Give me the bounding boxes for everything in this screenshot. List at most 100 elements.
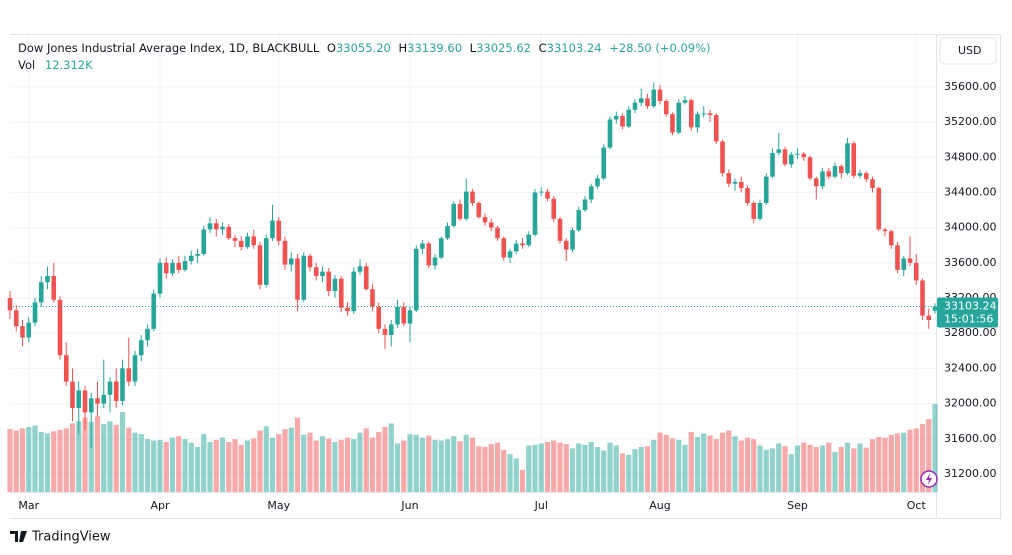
- candle-body: [445, 225, 450, 239]
- candle-body: [545, 191, 550, 199]
- volume-bar: [463, 434, 469, 492]
- volume-bar: [307, 432, 313, 492]
- candle-body: [451, 203, 457, 226]
- volume-bar: [607, 442, 613, 492]
- volume-bar: [101, 424, 107, 492]
- candle-body: [695, 114, 700, 128]
- candle-body: [613, 115, 619, 120]
- candle-body: [651, 89, 657, 107]
- candle-body: [657, 89, 663, 101]
- volume-bar: [119, 411, 126, 492]
- y-tick-label: 31200.00: [944, 467, 997, 480]
- candles: [7, 82, 938, 448]
- candle-body: [357, 266, 363, 272]
- candle-body: [563, 240, 569, 250]
- candle-body: [326, 271, 332, 291]
- candle-body: [132, 355, 138, 382]
- candle-body: [726, 173, 732, 184]
- last-price-label: 33103.24: [944, 300, 997, 313]
- volume-bar: [76, 421, 82, 492]
- candle-body: [270, 220, 275, 239]
- volume-bar: [901, 432, 907, 492]
- volume-bar: [251, 438, 257, 492]
- volume-bar: [32, 425, 38, 492]
- alert-icon-bolt: [926, 473, 932, 485]
- currency-button[interactable]: [939, 37, 997, 65]
- volume-bar: [407, 434, 413, 492]
- candle-body: [738, 181, 744, 189]
- volume-bar: [226, 441, 232, 492]
- brand-name: TradingView: [31, 530, 111, 545]
- volume-bar: [138, 434, 144, 492]
- volume-bar: [288, 427, 294, 492]
- currency-label[interactable]: USD: [958, 44, 982, 57]
- volume-bar: [382, 426, 388, 492]
- candle-body: [157, 262, 163, 294]
- volume-bar: [351, 439, 357, 492]
- volume-bar: [282, 429, 288, 492]
- candle-body: [138, 340, 144, 356]
- candle-body: [557, 218, 563, 241]
- candle-body: [76, 390, 82, 408]
- volume-bar: [813, 446, 819, 492]
- volume-bar: [544, 441, 551, 492]
- candle-body: [432, 257, 438, 266]
- volume-bar: [369, 437, 376, 492]
- volume-bar: [438, 440, 444, 492]
- volume-bar: [182, 439, 188, 492]
- x-tick-label: Jul: [534, 499, 548, 512]
- volume-bar: [82, 417, 88, 492]
- candle-body: [232, 238, 238, 241]
- volume-bar: [744, 437, 751, 492]
- candle-body: [113, 381, 119, 401]
- candle-body: [570, 230, 575, 250]
- volume-bar: [701, 433, 707, 492]
- volume-bar: [319, 436, 326, 492]
- volume-bar: [207, 441, 213, 492]
- candle-body: [851, 143, 857, 176]
- volume-bar: [26, 426, 32, 492]
- candle-body: [38, 282, 44, 303]
- close-label: C: [539, 41, 547, 55]
- volume-bar: [563, 444, 569, 492]
- candle-body: [26, 322, 32, 338]
- volume-bar: [688, 431, 694, 492]
- volume-bar: [51, 431, 57, 492]
- volume-bar: [363, 428, 369, 492]
- candle-body: [701, 113, 707, 115]
- candle-body: [263, 238, 269, 285]
- candle-body: [863, 173, 869, 180]
- candle-body: [388, 324, 394, 335]
- volume-bar: [301, 434, 307, 492]
- volume-label: Vol: [18, 58, 35, 72]
- candle-body: [295, 258, 300, 300]
- volume-bar: [919, 424, 926, 492]
- candle-body: [345, 307, 350, 312]
- volume-bar: [751, 439, 757, 492]
- volume-bar: [507, 454, 513, 492]
- candle-body: [495, 227, 500, 239]
- volume-bar: [388, 423, 394, 492]
- volume-bar: [932, 404, 938, 492]
- last-price-box: [937, 297, 998, 328]
- volume-bar: [376, 431, 382, 492]
- volume-bar: [788, 454, 794, 492]
- candle-body: [426, 243, 432, 266]
- volume-bar: [757, 445, 763, 492]
- candle-body: [395, 306, 400, 325]
- high-label: H: [398, 41, 407, 55]
- y-tick-label: 34400.00: [944, 185, 997, 198]
- candle-body: [370, 289, 375, 307]
- candle-body: [895, 245, 900, 270]
- volume-bar: [313, 440, 319, 492]
- candle-body: [407, 310, 413, 324]
- y-tick-label: 33600.00: [944, 256, 997, 269]
- volume-bar: [44, 433, 51, 492]
- volume-bar: [694, 436, 701, 492]
- candle-body: [70, 381, 75, 408]
- candle-body: [145, 328, 150, 341]
- candle-body: [532, 192, 538, 235]
- candle-body: [101, 394, 107, 404]
- volume-bar: [626, 454, 632, 492]
